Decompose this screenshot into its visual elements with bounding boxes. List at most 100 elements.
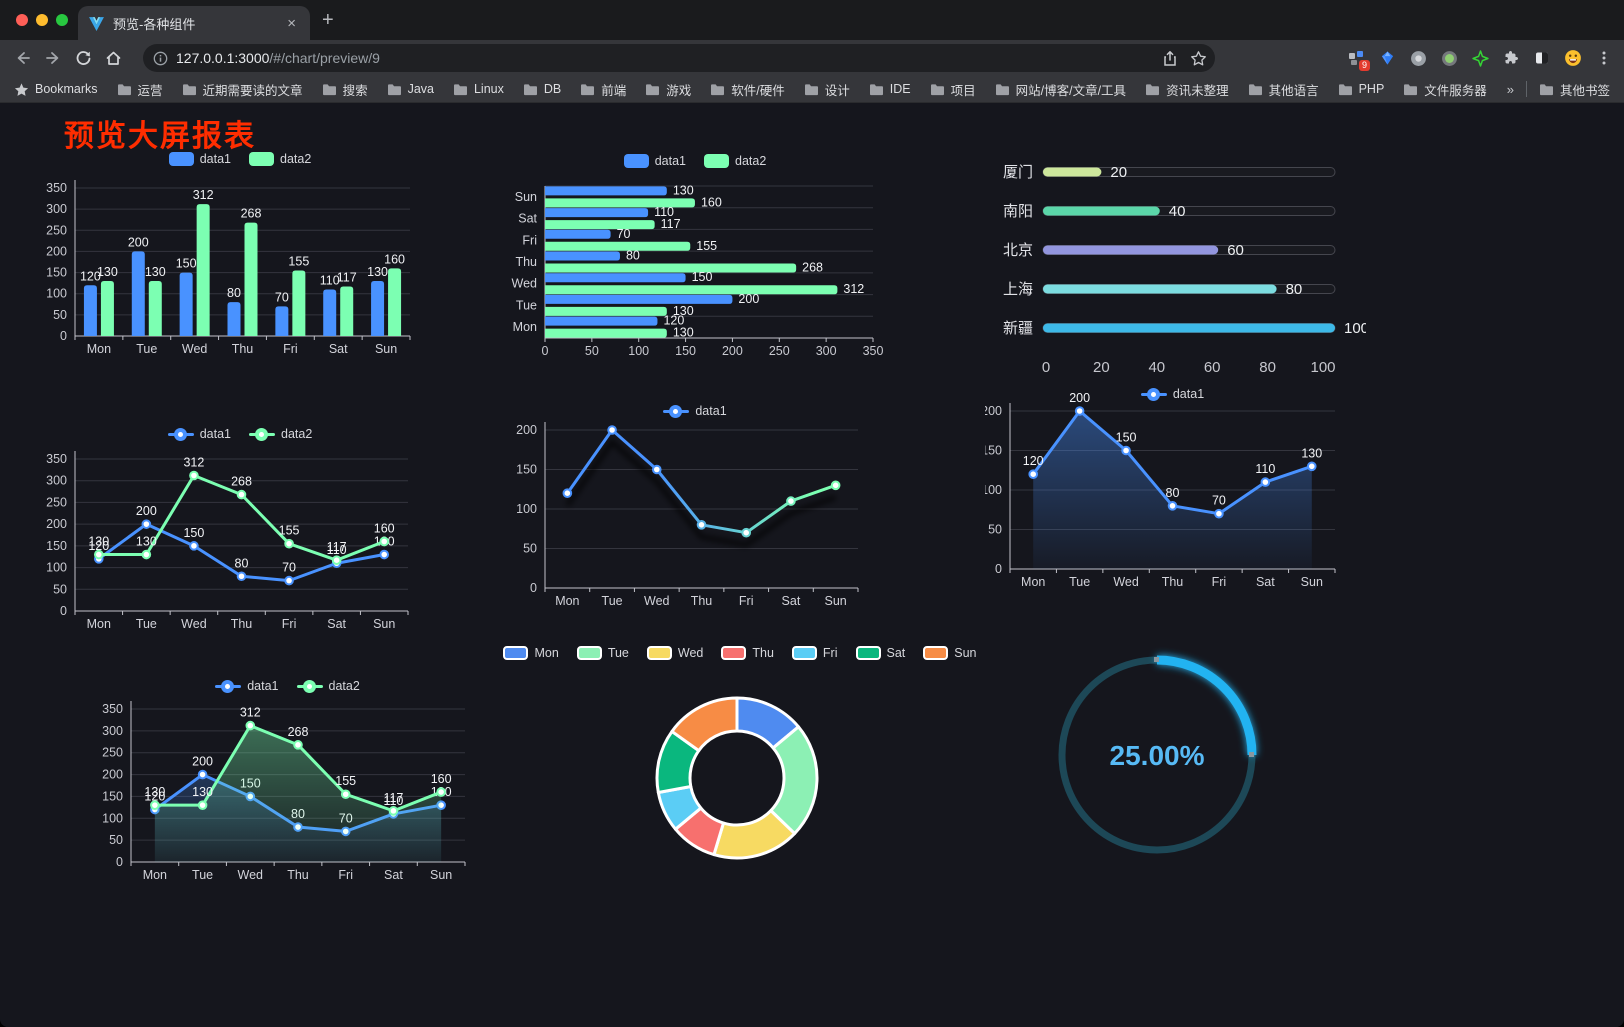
svg-text:130: 130 [97, 265, 118, 279]
other-bookmarks-folder[interactable]: 其他书签 [1539, 80, 1610, 99]
svg-text:120: 120 [1023, 454, 1044, 468]
legend-item[interactable]: Tue [576, 646, 629, 660]
svg-text:Tue: Tue [136, 617, 157, 631]
gauge-chart[interactable]: 25.00% [1055, 643, 1265, 863]
legend-item[interactable]: data1 [167, 427, 231, 441]
bookmark-folder[interactable]: 近期需要读的文章 [182, 80, 303, 99]
extension-reader-icon[interactable] [1532, 48, 1552, 68]
bookmark-folder[interactable]: 搜索 [322, 80, 368, 99]
bookmark-folder[interactable]: 设计 [804, 80, 850, 99]
forward-button[interactable] [38, 43, 68, 73]
svg-text:Thu: Thu [231, 617, 253, 631]
bookmarks-overflow-chevron[interactable]: » [1506, 81, 1514, 97]
legend-item[interactable]: data2 [249, 152, 311, 166]
svg-text:Tue: Tue [1069, 575, 1090, 589]
svg-text:110: 110 [383, 794, 403, 808]
legend-item[interactable]: Thu [721, 646, 774, 660]
svg-text:Fri: Fri [522, 233, 537, 247]
legend-item[interactable]: data1 [663, 404, 727, 418]
two-area-chart[interactable]: data1 data2 0 50 100 150 200 250 300 350 Mon Tue Wed… [95, 673, 480, 891]
extension-gem-icon[interactable] [1377, 48, 1397, 68]
horizontal-bar-chart[interactable]: data1 data2 0 50 100 150 200 250 300 350 Sun 130 160… [505, 148, 885, 366]
svg-text:120: 120 [144, 790, 165, 804]
single-area-chart[interactable]: data1 0 50 100 150 200 Mon Tue Wed Thu Fri Sat Sun 12… [985, 383, 1360, 598]
svg-text:70: 70 [282, 561, 296, 575]
donut-chart[interactable]: Mon Tue Wed Thu Fri Sat Sun [503, 638, 977, 873]
bookmark-folder[interactable]: PHP [1338, 82, 1384, 96]
legend-item[interactable]: Mon [503, 646, 559, 660]
two-line-chart[interactable]: data1 data2 0 50 100 150 200 250 300 350 Mon Tue Wed… [40, 423, 440, 638]
bookmark-star-icon[interactable] [1190, 50, 1207, 67]
bookmark-folder[interactable]: Linux [453, 82, 504, 96]
site-info-icon[interactable] [153, 51, 168, 66]
svg-text:Mon: Mon [87, 342, 111, 356]
browser-tab[interactable]: 预览-各种组件 × [78, 6, 310, 40]
svg-text:312: 312 [843, 282, 864, 296]
bookmark-folder[interactable]: IDE [869, 82, 911, 96]
svg-text:80: 80 [1286, 281, 1303, 298]
bookmark-folder[interactable]: 其他语言 [1248, 80, 1319, 99]
reload-button[interactable] [68, 43, 98, 73]
address-bar[interactable]: 127.0.0.1:3000/#/chart/preview/9 [143, 44, 1215, 72]
tab-favicon [89, 16, 104, 31]
legend-item[interactable]: Sat [855, 646, 905, 660]
bookmark-folder[interactable]: 游戏 [645, 80, 691, 99]
legend-label: data2 [281, 427, 313, 441]
extension-emoji-icon[interactable] [1563, 48, 1583, 68]
bookmark-folder[interactable]: 软件/硬件 [710, 80, 785, 99]
city-progress-chart[interactable]: 厦门 20 南阳 40 北京 60 上海 80 新疆 100 0 20 40 60 80 100 [988, 148, 1366, 388]
legend-item[interactable]: Fri [791, 646, 838, 660]
extension-gray-circle-icon[interactable] [1408, 48, 1428, 68]
share-icon[interactable] [1162, 50, 1178, 67]
legend-item[interactable]: data1 [623, 154, 686, 168]
legend-item[interactable]: Sun [923, 646, 977, 660]
bookmark-folder[interactable]: Java [387, 82, 434, 96]
extension-blocks-icon[interactable]: 9 [1346, 48, 1370, 71]
legend-item[interactable]: data2 [704, 154, 766, 168]
home-button[interactable] [98, 43, 128, 73]
svg-text:Fri: Fri [1212, 575, 1227, 589]
legend-item[interactable]: data1 [1140, 387, 1204, 401]
bookmark-folder[interactable]: 文件服务器 [1403, 80, 1487, 99]
legend-item[interactable]: Wed [646, 646, 703, 660]
back-button[interactable] [8, 43, 38, 73]
bookmark-folder[interactable]: 网站/博客/文章/工具 [995, 80, 1126, 99]
legend-swatch [249, 152, 274, 166]
tab-strip: 预览-各种组件 × + [0, 0, 1624, 40]
bookmarks-manager[interactable]: Bookmarks [14, 82, 98, 97]
bookmark-folder-label: IDE [889, 82, 911, 96]
bookmark-folder-label: 项目 [950, 83, 976, 98]
svg-text:Tue: Tue [136, 342, 157, 356]
legend-label: data2 [328, 679, 360, 693]
bookmark-folder[interactable]: 运营 [117, 80, 163, 99]
legend-item[interactable]: data2 [296, 679, 360, 693]
svg-text:300: 300 [46, 474, 67, 488]
grouped-bar-chart[interactable]: data1 data2 0 50 100 150 200 250 300 350 Mon Tue Wed… [40, 148, 440, 363]
svg-text:160: 160 [701, 195, 722, 209]
gradient-line-chart[interactable]: data1 0 50 100 150 200 Mon Tue Wed Thu Fri Sat Sun [505, 398, 885, 610]
extension-star-icon[interactable] [1470, 48, 1490, 68]
bookmark-folder[interactable]: 前端 [580, 80, 626, 99]
svg-text:312: 312 [240, 706, 261, 720]
close-window-button[interactable] [16, 14, 28, 26]
legend-item[interactable]: data1 [215, 679, 279, 693]
svg-text:160: 160 [374, 522, 395, 536]
minimize-window-button[interactable] [36, 14, 48, 26]
bookmark-folder[interactable]: 资讯未整理 [1145, 80, 1229, 99]
legend-item[interactable]: data1 [168, 152, 231, 166]
browser-menu-kebab-icon[interactable] [1594, 48, 1614, 68]
new-tab-button[interactable]: + [322, 9, 334, 31]
tab-close-icon[interactable]: × [287, 14, 296, 32]
maximize-window-button[interactable] [56, 14, 68, 26]
extension-puzzle-icon[interactable] [1501, 48, 1521, 68]
legend-label: Tue [607, 646, 629, 660]
svg-text:150: 150 [176, 257, 197, 271]
svg-text:厦门: 厦门 [1003, 164, 1033, 181]
svg-text:50: 50 [53, 308, 67, 322]
extension-green-circle-icon[interactable] [1439, 48, 1459, 68]
bookmark-folder[interactable]: DB [523, 82, 561, 96]
svg-text:南阳: 南阳 [1003, 203, 1033, 220]
legend-item[interactable]: data2 [249, 427, 312, 441]
bookmark-folder[interactable]: 项目 [930, 80, 976, 99]
